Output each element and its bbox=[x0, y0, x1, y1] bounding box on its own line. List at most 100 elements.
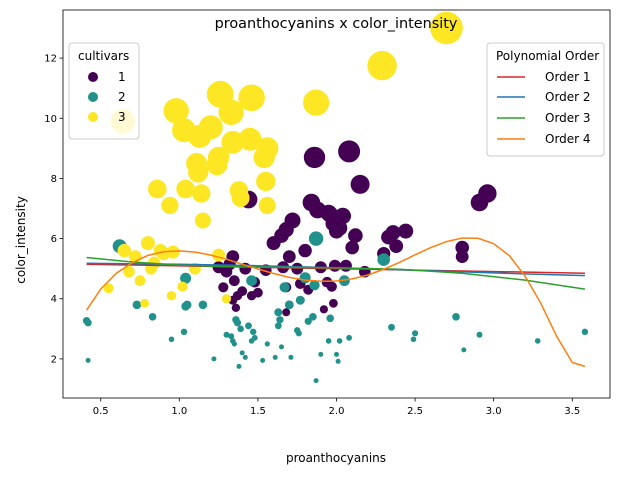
legend-label-order-1: Order 1 bbox=[545, 70, 591, 84]
y-tick-label: 12 bbox=[44, 54, 57, 65]
point-cultivar-3-25 bbox=[194, 212, 211, 229]
point-cultivar-1-53 bbox=[389, 239, 404, 254]
point-cultivar-2-39 bbox=[295, 330, 302, 337]
points-layer bbox=[82, 11, 589, 384]
point-cultivar-2-53 bbox=[339, 275, 350, 287]
point-cultivar-2-10 bbox=[180, 272, 192, 284]
x-axis-ticks: 0.5 1.0 1.5 2.0 2.5 3.0 3.5 bbox=[93, 398, 580, 417]
point-cultivar-3-42 bbox=[303, 89, 330, 116]
point-cultivar-3-40 bbox=[258, 196, 276, 215]
point-cultivar-3-41 bbox=[256, 171, 276, 192]
point-cultivar-2-11 bbox=[198, 300, 208, 310]
point-cultivar-1-54 bbox=[398, 223, 414, 239]
cultivars-legend-title: cultivars bbox=[78, 49, 129, 63]
point-cultivar-2-12 bbox=[211, 356, 217, 362]
y-tick-label: 6 bbox=[51, 234, 57, 245]
legend-marker-cultivar-1 bbox=[88, 72, 98, 82]
point-cultivar-1-27 bbox=[298, 243, 312, 258]
x-tick-label: 3.5 bbox=[564, 406, 580, 417]
legend-label-cultivar-3: 3 bbox=[118, 110, 126, 124]
point-cultivar-2-31 bbox=[274, 322, 282, 330]
polynomial-legend-title: Polynomial Order bbox=[496, 49, 599, 63]
point-cultivar-2-61 bbox=[476, 331, 483, 338]
point-cultivar-3-35 bbox=[231, 189, 250, 207]
point-cultivar-1-37 bbox=[328, 259, 341, 272]
legend-label-cultivar-1: 1 bbox=[118, 70, 126, 84]
polynomial-order-legend: Polynomial Order Order 1 Order 2 Order 3… bbox=[486, 42, 605, 157]
point-cultivar-2-1 bbox=[84, 319, 92, 327]
point-cultivar-1-42 bbox=[338, 140, 361, 163]
point-cultivar-3-43 bbox=[367, 50, 397, 81]
point-cultivar-2-41 bbox=[299, 272, 311, 284]
polynomial-legend-box bbox=[486, 42, 605, 157]
point-cultivar-2-35 bbox=[279, 282, 290, 293]
point-cultivar-3-3 bbox=[123, 265, 135, 278]
y-tick-label: 2 bbox=[51, 354, 57, 365]
point-cultivar-2-19 bbox=[236, 363, 242, 369]
point-cultivar-3-36 bbox=[238, 127, 262, 151]
legend-marker-cultivar-2 bbox=[88, 92, 98, 102]
point-cultivar-2-4 bbox=[132, 300, 142, 310]
point-cultivar-1-47 bbox=[320, 204, 337, 222]
point-cultivar-3-7 bbox=[140, 236, 155, 251]
point-cultivar-2-32 bbox=[274, 308, 283, 317]
point-cultivar-3-5 bbox=[134, 275, 146, 287]
point-cultivar-1-33 bbox=[319, 305, 328, 314]
point-cultivar-1-52 bbox=[385, 225, 401, 241]
cultivars-legend-box bbox=[68, 42, 140, 140]
fit-line-order-1 bbox=[86, 263, 585, 274]
point-cultivar-2-43 bbox=[309, 313, 317, 321]
point-cultivar-2-21 bbox=[239, 350, 245, 356]
point-cultivar-2-9 bbox=[182, 300, 192, 310]
point-cultivar-3-44 bbox=[430, 11, 463, 45]
point-cultivar-2-26 bbox=[251, 334, 258, 341]
point-cultivar-3-13 bbox=[161, 196, 179, 215]
point-cultivar-3-10 bbox=[148, 179, 167, 199]
point-cultivar-3-0 bbox=[103, 283, 114, 294]
legend-label-order-2: Order 2 bbox=[545, 90, 591, 104]
point-cultivar-1-20 bbox=[282, 250, 296, 263]
legend-label-order-4: Order 4 bbox=[545, 132, 591, 146]
point-cultivar-2-49 bbox=[326, 314, 335, 323]
legend-label-order-3: Order 3 bbox=[545, 111, 591, 125]
point-cultivar-2-37 bbox=[288, 354, 294, 360]
point-cultivar-1-56 bbox=[455, 240, 470, 255]
point-cultivar-2-34 bbox=[279, 344, 284, 350]
x-axis-label: proanthocyanins bbox=[286, 451, 386, 465]
point-cultivar-3-19 bbox=[176, 179, 195, 199]
point-cultivar-3-37 bbox=[238, 84, 265, 112]
point-cultivar-2-62 bbox=[534, 338, 541, 344]
point-cultivar-1-49 bbox=[326, 281, 337, 292]
point-cultivar-2-36 bbox=[285, 300, 294, 310]
point-cultivar-1-23 bbox=[282, 308, 291, 317]
fit-line-order-3 bbox=[86, 256, 586, 290]
point-cultivar-1-48 bbox=[329, 298, 338, 308]
point-cultivar-2-22 bbox=[242, 354, 248, 360]
y-tick-label: 10 bbox=[44, 114, 57, 125]
point-cultivar-2-45 bbox=[308, 231, 324, 246]
point-cultivar-2-55 bbox=[377, 253, 391, 266]
point-cultivar-2-14 bbox=[228, 333, 235, 340]
point-cultivar-1-40 bbox=[334, 207, 351, 225]
point-cultivar-2-27 bbox=[246, 275, 257, 287]
x-tick-label: 2.5 bbox=[407, 406, 423, 417]
legend-label-cultivar-2: 2 bbox=[118, 90, 126, 104]
point-cultivar-2-29 bbox=[264, 341, 270, 347]
point-cultivar-3-2 bbox=[117, 243, 131, 258]
point-cultivar-1-6 bbox=[231, 303, 241, 312]
point-cultivar-1-41 bbox=[339, 259, 352, 272]
point-cultivar-2-25 bbox=[250, 328, 257, 335]
point-cultivar-1-21 bbox=[284, 212, 301, 229]
y-tick-label: 8 bbox=[51, 174, 57, 185]
point-cultivar-2-56 bbox=[388, 323, 395, 331]
point-cultivar-3-6 bbox=[140, 298, 150, 308]
chart-title: proanthocyanins x color_intensity bbox=[215, 16, 458, 32]
point-cultivar-2-42 bbox=[304, 317, 312, 325]
point-cultivar-2-30 bbox=[272, 354, 278, 360]
point-cultivar-3-17 bbox=[177, 281, 188, 292]
point-cultivar-2-13 bbox=[223, 331, 230, 338]
x-tick-label: 2.0 bbox=[329, 406, 345, 417]
x-tick-label: 1.0 bbox=[171, 406, 187, 417]
